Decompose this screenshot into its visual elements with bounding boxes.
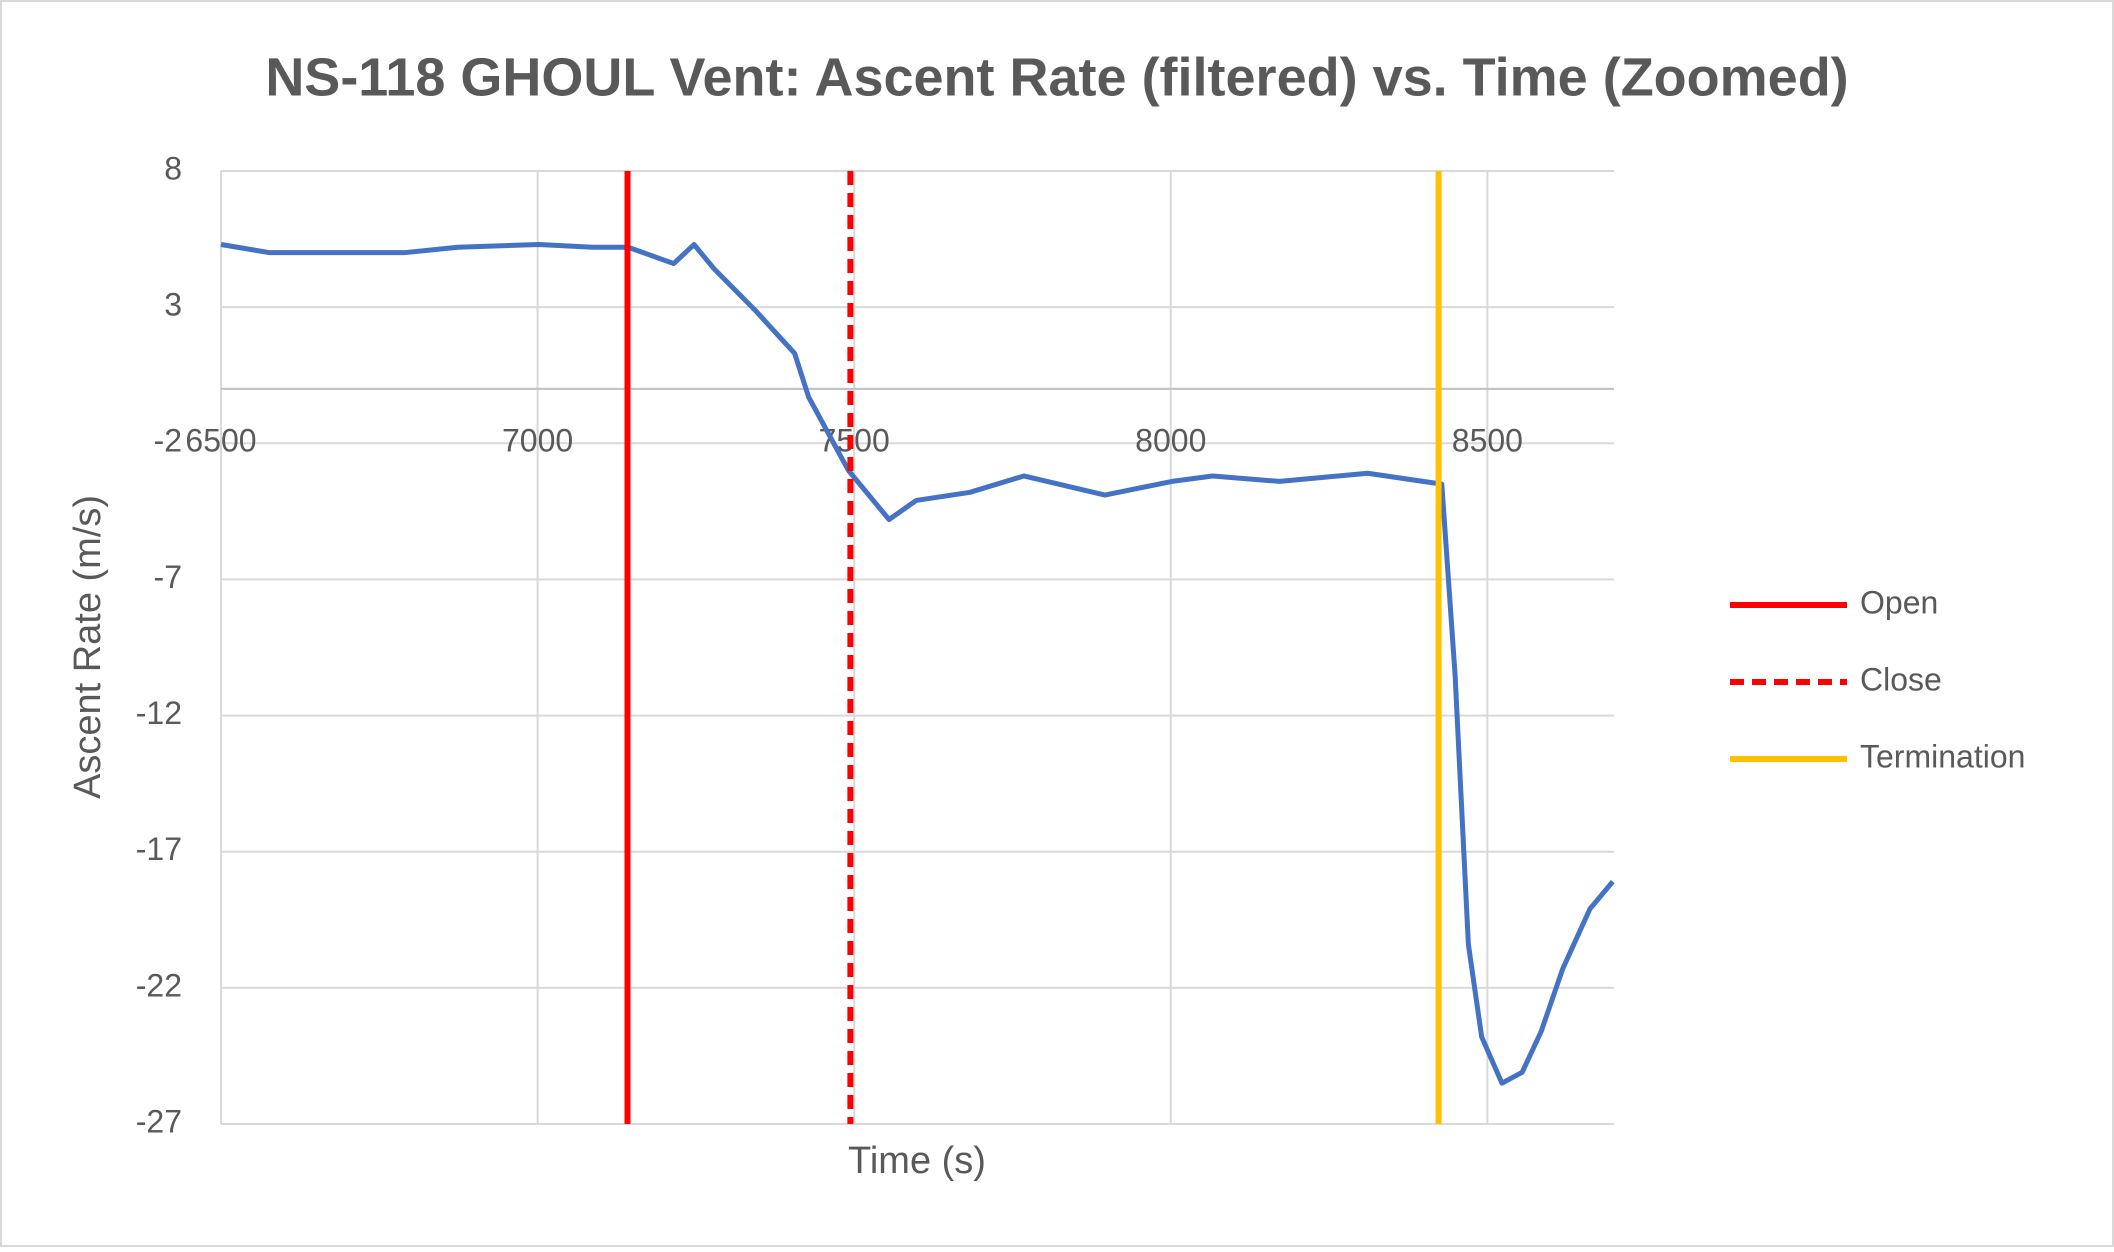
y-axis-label: Ascent Rate (m/s): [67, 495, 109, 799]
legend-label: Close: [1860, 661, 1942, 697]
x-tick-label: 8000: [1135, 422, 1206, 458]
y-tick-label: 8: [164, 150, 182, 186]
y-tick-label: -22: [136, 967, 182, 1003]
data-line: [220, 242, 1615, 1086]
x-tick-label: 7000: [502, 422, 573, 458]
y-tick-label: -12: [136, 695, 182, 731]
x-tick-label: 8500: [1452, 422, 1523, 458]
chart-title: NS-118 GHOUL Vent: Ascent Rate (filtered…: [265, 47, 1848, 107]
y-tick-label: -2: [154, 423, 182, 459]
legend-label: Termination: [1860, 738, 2025, 774]
y-tick-label: -7: [154, 559, 182, 595]
x-tick-label: 6500: [185, 422, 256, 458]
y-tick-label: 3: [164, 287, 182, 323]
y-tick-label: -27: [136, 1103, 182, 1139]
legend-label: Open: [1860, 584, 1938, 620]
y-tick-label: -17: [136, 831, 182, 867]
x-axis-label: Time (s): [848, 1140, 986, 1182]
